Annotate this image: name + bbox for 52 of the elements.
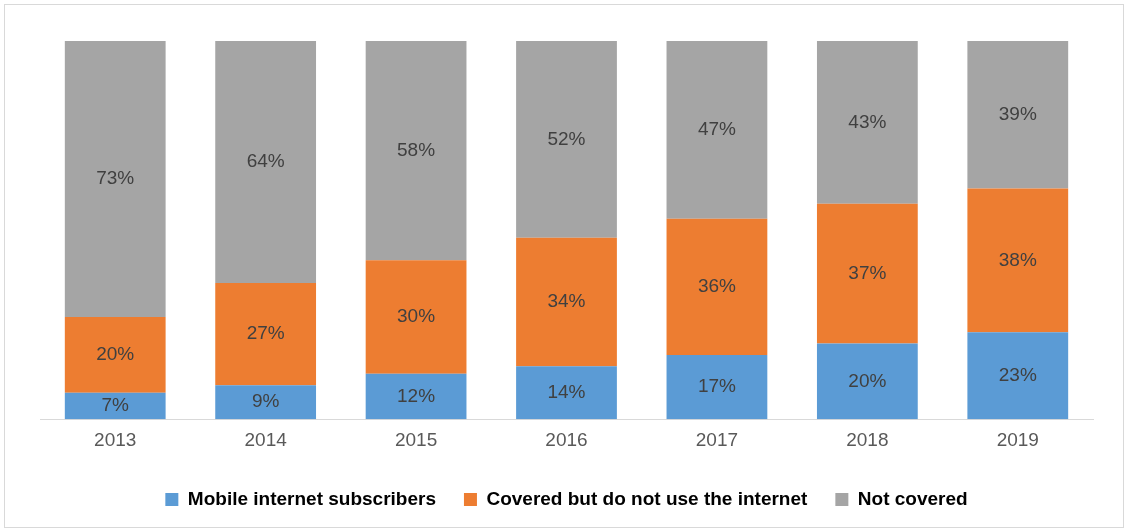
bar <box>64 41 166 318</box>
bar <box>516 237 617 367</box>
legend-label: Covered but do not use the internet <box>486 487 809 509</box>
data-label: 7% <box>101 394 130 416</box>
x-tick-label: 2014 <box>244 428 288 450</box>
legend-label: Mobile internet subscribers <box>187 487 436 509</box>
data-label: 43% <box>848 110 887 132</box>
bar <box>516 41 617 238</box>
bar <box>64 392 166 420</box>
data-label: 39% <box>998 102 1037 124</box>
data-label: 47% <box>697 118 737 140</box>
data-label: 73% <box>96 167 135 189</box>
bar <box>666 354 768 420</box>
data-label: 38% <box>998 248 1037 270</box>
data-label: 37% <box>848 261 887 283</box>
bar <box>365 260 467 374</box>
bar <box>516 366 617 420</box>
data-label: 36% <box>697 275 737 297</box>
x-tick-label: 2017 <box>695 428 739 450</box>
data-label: 34% <box>547 290 586 312</box>
bar <box>64 317 166 393</box>
data-label: 20% <box>96 343 135 365</box>
x-tick-label: 2019 <box>996 428 1039 450</box>
data-label: 17% <box>697 375 737 397</box>
data-label: 64% <box>246 150 285 172</box>
x-tick-label: 2015 <box>394 428 438 450</box>
bar <box>215 385 317 420</box>
bar <box>967 188 1069 333</box>
bar <box>816 41 918 204</box>
bar <box>215 41 317 284</box>
bar <box>365 41 467 261</box>
bar <box>215 283 317 386</box>
legend-label: Not covered <box>857 487 968 509</box>
data-label: 14% <box>547 380 586 402</box>
bar <box>816 203 918 344</box>
data-label: 12% <box>397 384 436 406</box>
data-label: 23% <box>998 363 1037 385</box>
x-tick-label: 2013 <box>94 428 137 450</box>
data-label: 30% <box>397 305 436 327</box>
bar <box>967 332 1069 420</box>
bar <box>816 343 918 420</box>
bar <box>666 41 768 219</box>
x-tick-label: 2016 <box>545 428 588 450</box>
data-label: 27% <box>246 322 285 344</box>
x-tick-label: 2018 <box>846 428 889 450</box>
data-label: 52% <box>547 127 586 149</box>
bar <box>666 218 768 355</box>
data-label: 20% <box>848 369 887 391</box>
bar <box>365 373 467 420</box>
data-label: 58% <box>397 138 436 160</box>
bar <box>967 41 1069 189</box>
data-label: 9% <box>251 390 280 412</box>
